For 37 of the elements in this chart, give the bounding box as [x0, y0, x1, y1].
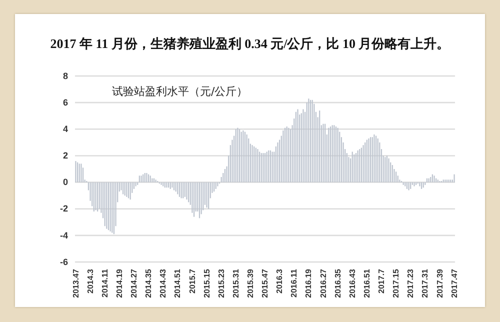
- x-tick-label: 2016.51: [362, 268, 372, 298]
- x-tick-label: 2017.39: [435, 268, 444, 298]
- x-tick-label: 2015.7: [188, 268, 197, 294]
- x-tick-label: 2014.27: [130, 268, 139, 298]
- y-tick-label: 4: [62, 124, 68, 134]
- x-tick-label: 2014.51: [173, 268, 182, 298]
- y-tick-label: -6: [60, 256, 68, 267]
- text: 试验站盈利水平（元/公斤）: [112, 85, 248, 98]
- chart-title: 2017 年 11 月份，生猪养殖业盈利 0.34 元/公斤，比 10 月份略有上升。: [50, 36, 450, 51]
- y-tick-label: -2: [60, 204, 68, 214]
- x-tick-label: 2017.15: [392, 268, 401, 298]
- y-tick-label: 0: [62, 177, 68, 188]
- x-tick-label: 2016.27: [318, 268, 328, 298]
- x-tick-label: 2017.47: [450, 268, 459, 298]
- x-tick-label: 2014.19: [114, 268, 124, 298]
- x-tick-label: 2016.35: [333, 268, 342, 298]
- x-tick-label: 2015.31: [231, 268, 240, 298]
- y-tick-label: 2: [62, 150, 68, 161]
- x-tick-label: 2015.23: [216, 268, 226, 298]
- y-tick-label: -4: [60, 230, 68, 240]
- x-tick-label: 2016.43: [348, 268, 357, 298]
- x-tick-label: 2017.7: [377, 268, 386, 294]
- y-tick-label: 6: [62, 97, 68, 108]
- x-tick-label: 2013.47: [71, 268, 80, 298]
- x-tick-label: 2016.19: [304, 268, 314, 298]
- x-tick-label: 2015.47: [260, 268, 270, 298]
- x-tick-label: 2017.31: [420, 268, 430, 298]
- x-tick-label: 2014.43: [158, 268, 168, 298]
- x-tick-label: 2016.11: [290, 268, 299, 298]
- x-tick-label: 2014.11: [100, 268, 110, 298]
- x-tick-label: 2014.3: [86, 268, 95, 294]
- x-tick-label: 2015.15: [202, 268, 212, 298]
- x-tick-label: 2017.23: [406, 268, 416, 298]
- x-tick-label: 2016.3: [275, 268, 284, 294]
- x-tick-label: 2014.35: [144, 268, 154, 298]
- x-tick-label: 2015.39: [246, 268, 255, 298]
- y-tick-label: 8: [62, 70, 68, 81]
